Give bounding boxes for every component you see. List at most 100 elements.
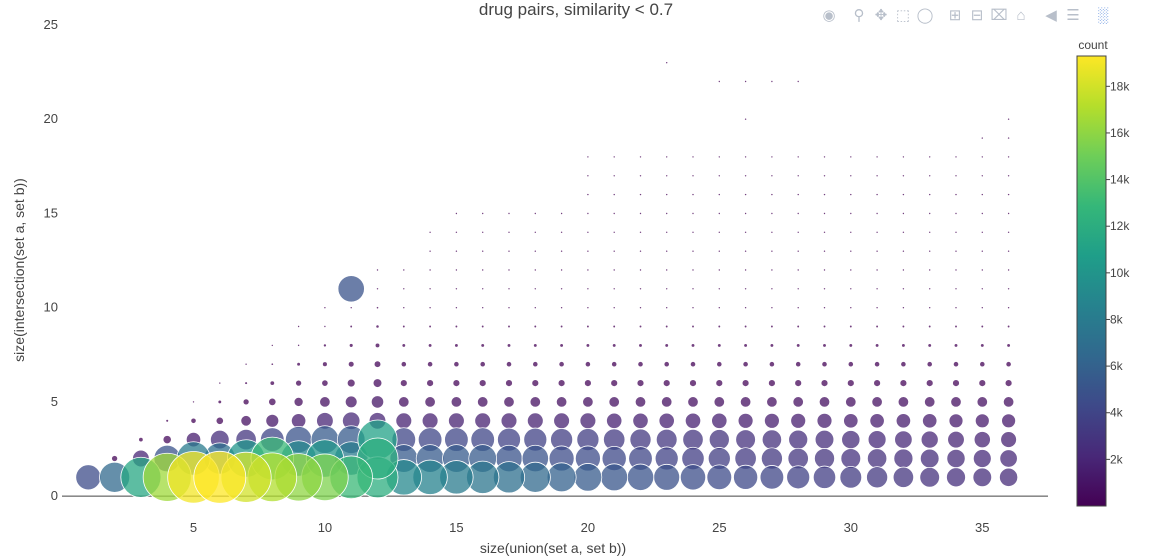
- data-point: [573, 463, 603, 492]
- data-point: [892, 466, 915, 488]
- y-tick-label: 20: [44, 111, 58, 126]
- data-point: [293, 396, 304, 407]
- data-point: [876, 193, 878, 196]
- data-point: [526, 412, 544, 430]
- data-point: [529, 396, 541, 408]
- hover-closest-icon[interactable]: ◀: [1045, 7, 1057, 24]
- data-point: [193, 450, 247, 504]
- data-point: [639, 156, 642, 158]
- data-point: [692, 175, 694, 177]
- data-point: [718, 288, 720, 290]
- data-point: [427, 361, 433, 367]
- data-point: [429, 269, 431, 271]
- data-point: [972, 467, 993, 488]
- data-point: [876, 231, 878, 233]
- data-point: [658, 412, 675, 429]
- data-point: [613, 231, 615, 233]
- data-point: [823, 250, 826, 252]
- data-point: [894, 430, 913, 449]
- data-point: [823, 288, 826, 290]
- data-point: [692, 156, 694, 158]
- plotly-logo-icon[interactable]: ░: [1097, 6, 1109, 24]
- data-point: [508, 250, 510, 252]
- data-point: [850, 288, 852, 290]
- data-point: [666, 156, 668, 158]
- data-point: [689, 379, 697, 388]
- zoom-icon[interactable]: ⚲: [853, 7, 865, 24]
- data-point: [901, 361, 906, 367]
- data-point: [376, 306, 379, 309]
- data-point: [428, 343, 432, 347]
- data-point: [534, 307, 536, 309]
- data-point: [666, 288, 668, 290]
- data-point: [822, 361, 827, 367]
- data-point: [744, 175, 747, 177]
- colorbar-tick-label: 16k: [1110, 126, 1130, 140]
- data-point: [718, 156, 720, 158]
- data-point: [370, 395, 385, 409]
- data-point: [744, 325, 747, 328]
- data-point: [290, 413, 307, 429]
- data-point: [531, 379, 540, 388]
- data-point: [503, 396, 515, 408]
- y-tick-label: 0: [51, 488, 58, 503]
- data-point: [481, 325, 484, 328]
- box-select-icon[interactable]: ⬚: [895, 7, 911, 24]
- data-point: [402, 325, 405, 328]
- data-point: [902, 288, 905, 290]
- camera-icon[interactable]: ◉: [822, 7, 836, 24]
- data-point: [999, 467, 1019, 487]
- data-point: [946, 467, 966, 488]
- data-point: [902, 307, 905, 309]
- data-point: [823, 343, 826, 347]
- data-point: [876, 156, 878, 158]
- data-point: [893, 448, 914, 469]
- data-point: [764, 412, 780, 429]
- data-point: [981, 288, 983, 290]
- data-point: [711, 412, 728, 429]
- chart-title: drug pairs, similarity < 0.7: [479, 0, 673, 19]
- data-point: [850, 156, 852, 158]
- data-point: [666, 193, 668, 196]
- data-point: [452, 379, 461, 388]
- hover-compare-icon[interactable]: ☰: [1066, 7, 1080, 24]
- data-point: [928, 325, 931, 328]
- x-tick-label: 25: [712, 520, 726, 535]
- colorbar-title: count: [1078, 38, 1108, 52]
- data-point: [713, 396, 725, 408]
- data-point: [505, 379, 513, 388]
- data-point: [718, 80, 720, 83]
- data-point: [587, 231, 589, 233]
- data-point: [455, 307, 458, 309]
- pan-icon[interactable]: ✥: [874, 7, 888, 24]
- reset-axes-icon[interactable]: ⌂: [1016, 6, 1026, 24]
- data-point: [769, 361, 775, 367]
- data-point: [682, 428, 704, 451]
- data-point: [557, 379, 566, 388]
- data-point: [692, 288, 694, 290]
- zoom-in-icon[interactable]: ⊞: [948, 7, 962, 24]
- data-point: [1007, 175, 1010, 177]
- lasso-select-icon[interactable]: ◯: [916, 7, 934, 24]
- data-point: [771, 307, 773, 309]
- data-point: [928, 343, 932, 347]
- data-point: [429, 307, 431, 309]
- y-tick-label: 15: [44, 205, 58, 220]
- data-point: [792, 396, 804, 408]
- data-point: [866, 466, 889, 489]
- data-point: [348, 361, 354, 367]
- data-point: [508, 269, 510, 271]
- data-point: [192, 401, 195, 403]
- data-point: [895, 413, 912, 429]
- data-point: [850, 175, 852, 177]
- data-point: [718, 325, 721, 328]
- data-point: [867, 430, 887, 449]
- zoom-out-icon[interactable]: ⊟: [970, 7, 984, 24]
- data-point: [797, 231, 799, 233]
- data-point: [270, 381, 275, 385]
- y-tick-label: 5: [51, 394, 58, 409]
- autoscale-icon[interactable]: ⌧: [990, 7, 1008, 24]
- data-point: [925, 379, 934, 388]
- data-point: [718, 307, 720, 309]
- scatter-markers[interactable]: [75, 62, 1019, 504]
